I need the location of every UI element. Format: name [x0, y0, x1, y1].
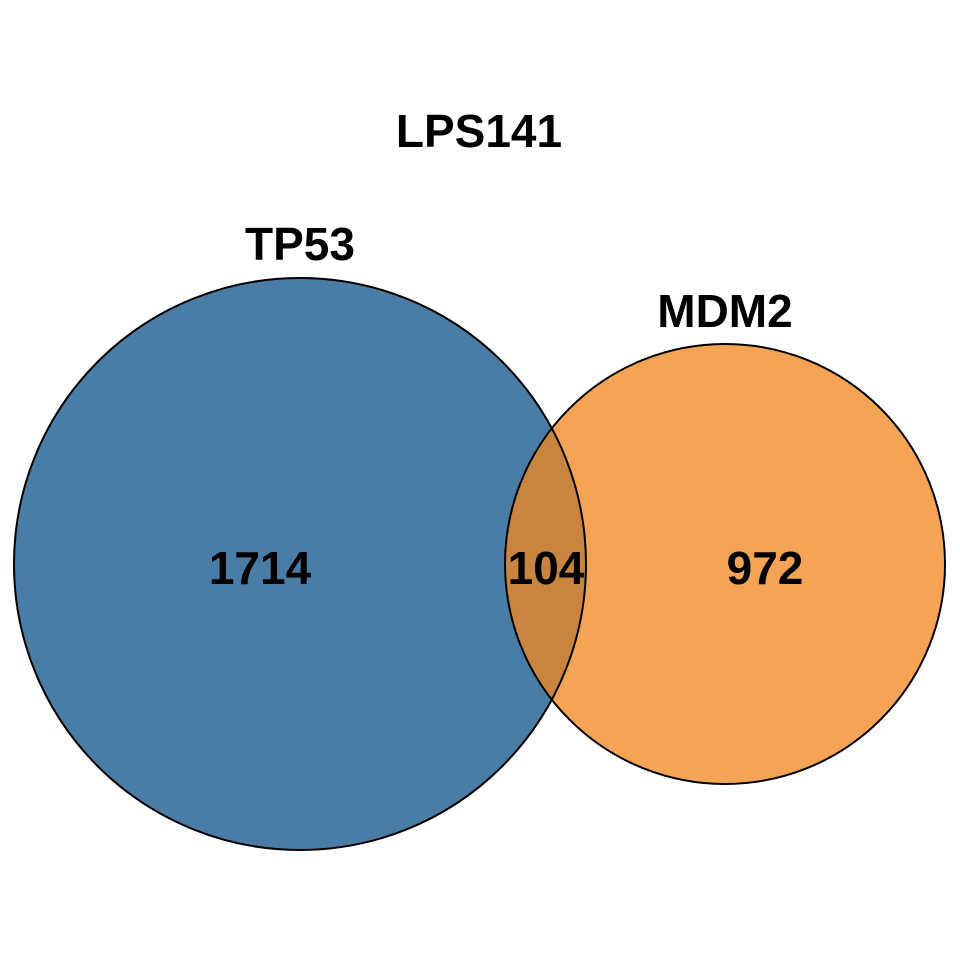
set-label-mdm2: MDM2 [657, 285, 792, 337]
count-tp53-only: 1714 [209, 542, 312, 594]
diagram-title: LPS141 [396, 105, 562, 157]
tp53-circle [14, 278, 586, 850]
mdm2-circle [505, 344, 945, 784]
mdm2-outline [504, 343, 946, 785]
tp53-outline [13, 277, 587, 851]
set-label-tp53: TP53 [245, 218, 355, 270]
count-mdm2-only: 972 [727, 542, 804, 594]
count-overlap: 104 [508, 542, 585, 594]
